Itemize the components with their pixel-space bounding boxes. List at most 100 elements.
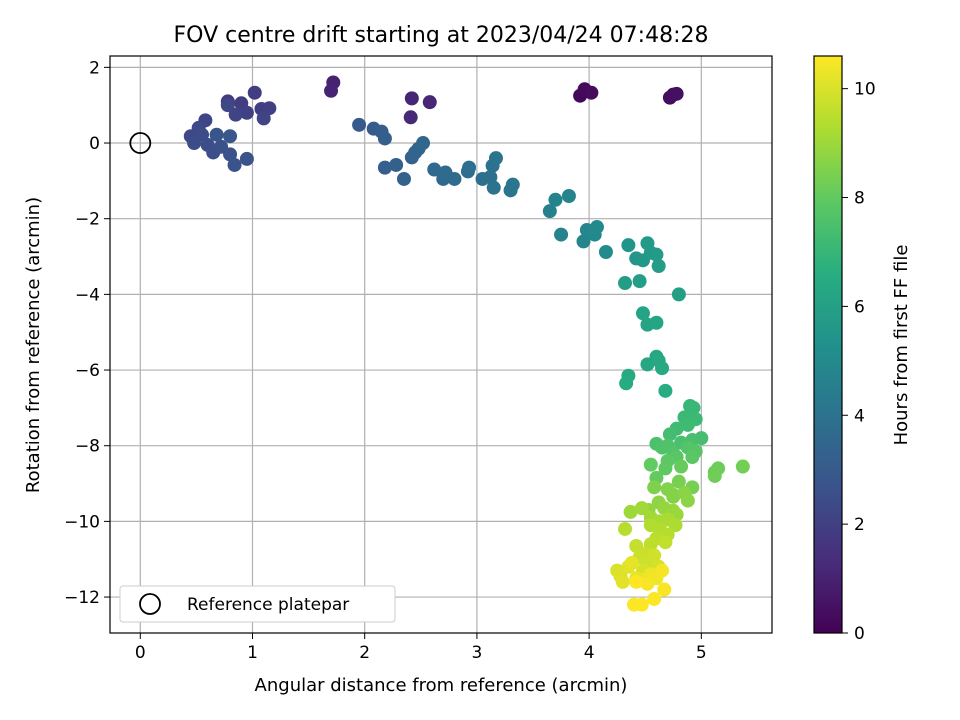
data-point <box>662 427 677 442</box>
data-point <box>548 192 563 207</box>
colorbar-label: Hours from first FF file <box>891 245 912 446</box>
y-tick-label: −2 <box>75 210 100 230</box>
data-point <box>324 83 339 98</box>
data-point <box>666 489 681 504</box>
data-point <box>635 306 650 321</box>
data-point <box>640 576 655 591</box>
data-point <box>649 247 664 262</box>
data-point <box>488 151 503 166</box>
legend: Reference platepar <box>119 585 396 623</box>
data-point <box>228 107 243 122</box>
data-point <box>389 157 404 172</box>
data-point <box>634 501 649 516</box>
colorbar-tick-label: 6 <box>854 297 865 317</box>
y-tick-label: −10 <box>64 512 100 532</box>
colorbar-gradient <box>813 55 843 634</box>
data-point <box>404 91 419 106</box>
colorbar-tick-label: 2 <box>854 515 865 535</box>
y-tick-label: 2 <box>89 58 100 78</box>
data-point <box>223 147 238 162</box>
colorbar: 0 2 4 6 8 10 Hours from first FF file <box>813 55 912 644</box>
x-axis-label: Angular distance from reference (arcmin) <box>255 675 628 696</box>
data-point <box>462 160 477 175</box>
data-point <box>658 535 673 550</box>
legend-box <box>119 585 396 623</box>
axis-ticks: 0 1 2 3 4 5 2 0 −2 −4 −6 −8 −10 −12 <box>64 58 707 663</box>
x-tick-label: 3 <box>471 643 482 663</box>
data-point <box>671 287 686 302</box>
data-point <box>655 361 670 376</box>
data-point <box>686 400 701 415</box>
data-point <box>561 188 576 203</box>
colorbar-ticks: 0 2 4 6 8 10 <box>842 80 876 644</box>
data-point <box>647 548 662 563</box>
data-point <box>618 276 633 291</box>
data-point <box>505 177 520 192</box>
data-point <box>735 459 750 474</box>
data-point <box>416 136 431 151</box>
data-point <box>403 110 418 125</box>
data-point <box>668 518 683 533</box>
data-point <box>624 556 639 571</box>
data-point <box>674 459 689 474</box>
data-point <box>576 234 591 249</box>
data-point <box>352 117 367 132</box>
data-point <box>486 180 501 195</box>
plot-frame <box>109 55 773 634</box>
x-tick-label: 1 <box>247 643 258 663</box>
data-point <box>671 474 686 489</box>
data-point <box>256 111 271 126</box>
data-point <box>209 127 224 142</box>
data-point <box>643 457 658 472</box>
scatter-points <box>183 75 750 612</box>
data-point <box>247 85 262 100</box>
data-point <box>669 86 684 101</box>
data-point <box>655 563 670 578</box>
colorbar-tick-label: 10 <box>854 80 876 100</box>
data-point <box>220 98 235 113</box>
data-point <box>615 574 630 589</box>
data-point <box>396 171 411 186</box>
data-point <box>589 220 604 235</box>
data-point <box>651 258 666 273</box>
colorbar-tick-label: 0 <box>854 624 865 644</box>
data-point <box>647 591 662 606</box>
x-tick-label: 4 <box>584 643 595 663</box>
data-point <box>623 504 638 519</box>
data-point <box>187 136 202 151</box>
data-point <box>658 461 673 476</box>
data-point <box>618 521 633 536</box>
y-tick-label: −8 <box>75 437 100 457</box>
y-tick-label: −6 <box>75 361 100 381</box>
y-axis-label: Rotation from reference (arcmin) <box>23 197 44 493</box>
x-tick-label: 5 <box>696 643 707 663</box>
data-point <box>377 131 392 146</box>
data-point <box>223 129 238 144</box>
data-point <box>447 171 462 186</box>
y-tick-label: −4 <box>75 285 100 305</box>
y-tick-label: 0 <box>89 134 100 154</box>
data-point <box>584 85 599 100</box>
colorbar-tick-label: 4 <box>854 406 865 426</box>
data-point <box>680 417 695 432</box>
data-point <box>427 162 442 177</box>
data-point <box>483 170 498 185</box>
data-point <box>239 151 254 166</box>
data-point <box>598 244 613 259</box>
data-point <box>685 450 700 465</box>
data-point <box>707 468 722 483</box>
data-point <box>634 597 649 612</box>
data-point <box>227 157 242 172</box>
y-tick-label: −12 <box>64 588 100 608</box>
data-point <box>542 204 557 219</box>
data-point <box>554 227 569 242</box>
data-point <box>680 493 695 508</box>
data-point <box>649 315 664 330</box>
data-point <box>239 105 254 120</box>
legend-marker <box>139 593 161 615</box>
x-tick-label: 2 <box>359 643 370 663</box>
reference-point <box>129 132 152 154</box>
colorbar-tick-label: 8 <box>854 189 865 209</box>
data-point <box>658 383 673 398</box>
